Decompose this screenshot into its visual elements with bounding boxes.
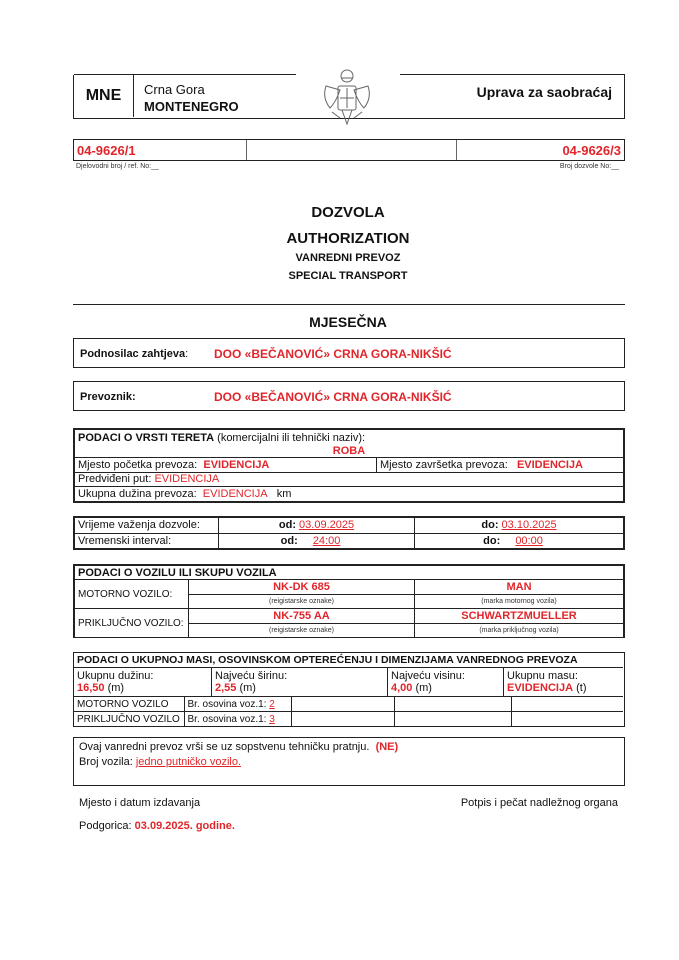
motor-plate-note: (reigistarske oznake)	[188, 594, 415, 609]
interval-to-value: 00:00	[515, 534, 543, 547]
dimensions-heading: PODACI O UKUPNOJ MASI, OSOVINSKOM OPTERE…	[77, 654, 578, 666]
country-local: Crna Gora	[144, 82, 205, 97]
trailer-plate-note: (reigistarske oznake)	[188, 623, 415, 638]
montenegro-coat-of-arms-icon	[324, 69, 370, 126]
title-dozvola: DOZVOLA	[311, 204, 385, 221]
cargo-box: PODACI O VRSTI TERETA (komercijalni ili …	[73, 428, 625, 503]
max-width-value: 2,55	[215, 682, 237, 694]
length-label: Ukupna dužina prevoza:	[78, 488, 197, 501]
max-height-value: 4,00	[391, 682, 413, 694]
ref-blank	[246, 140, 457, 160]
motor-make-note: (marka motornog vozila)	[414, 594, 624, 609]
max-height-label: Najveću visinu:	[391, 670, 465, 682]
applicant-box: Podnosilac zahtjeva: DOO «BEČANOVIĆ» CRN…	[73, 338, 625, 368]
permit-label: Broj dozvole No:__	[559, 163, 619, 170]
escort-box: Ovaj vanredni prevoz vrši se uz sopstven…	[73, 737, 625, 786]
divider	[73, 304, 625, 305]
cargo-heading-note: (komercijalni ili tehnički naziv):	[217, 432, 366, 444]
route-value: EVIDENCIJA	[154, 473, 220, 486]
authority-name: Uprava za saobraćaj	[476, 84, 612, 100]
validity-box: Vrijeme važenja dozvole: od: 03.09.2025 …	[73, 516, 625, 550]
title-authorization: AUTHORIZATION	[286, 230, 410, 247]
signature-label: Potpis i pečat nadležnog organa	[460, 797, 618, 809]
valid-from-label: od:	[278, 519, 296, 532]
total-mass-unit: (t)	[576, 682, 587, 694]
carrier-box: Prevoznik: DOO «BEČANOVIĆ» CRNA GORA-NIK…	[73, 381, 625, 411]
motor-make: MAN	[414, 579, 624, 595]
carrier-label: Prevoznik:	[80, 391, 136, 403]
escort-count-label: Broj vozila:	[79, 756, 133, 768]
end-place-label: Mjesto završetka prevoza:	[380, 458, 508, 471]
cargo-heading: PODACI O VRSTI TERETA	[78, 432, 215, 444]
escort-answer: (NE)	[375, 741, 399, 753]
period-title: MJESEČNA	[309, 314, 387, 330]
country-code: MNE	[74, 75, 134, 117]
total-mass-label: Ukupnu masu:	[507, 670, 578, 682]
escort-text: Ovaj vanredni prevoz vrši se uz sopstven…	[79, 741, 370, 753]
trailer-make-note: (marka priključnog vozila)	[414, 623, 624, 638]
interval-to-label: do:	[483, 534, 501, 547]
valid-to-value: 03.10.2025	[501, 519, 557, 532]
motor-axles-value: 2	[269, 698, 275, 710]
issue-place: Podgorica:	[79, 820, 132, 832]
motor-axles-label: Br. osovina voz.1:	[187, 698, 267, 710]
total-length-label: Ukupnu dužinu:	[77, 670, 154, 682]
vehicle-heading: PODACI O VOZILU ILI SKUPU VOZILA	[74, 565, 624, 580]
route-label: Predviđeni put:	[78, 473, 152, 486]
total-length-value: 16,50	[77, 682, 105, 694]
trailer-axles-value: 3	[269, 713, 275, 725]
axle-motor-label: MOTORNO VOZILO	[74, 697, 185, 712]
max-width-label: Najveću širinu:	[215, 670, 288, 682]
issue-date: 03.09.2025. godine.	[134, 820, 235, 832]
permit-number: 04-9626/3	[562, 142, 621, 158]
motor-plate: NK-DK 685	[188, 579, 415, 595]
length-value: EVIDENCIJA	[202, 488, 268, 501]
title-vanredni-prevoz: VANREDNI PREVOZ	[295, 252, 401, 264]
trailer-axles-label: Br. osovina voz.1:	[187, 713, 267, 725]
max-height-unit: (m)	[415, 682, 432, 694]
motor-vehicle-label: MOTORNO VOZILO:	[74, 579, 189, 609]
valid-from-value: 03.09.2025	[299, 519, 355, 532]
trailer-make: SCHWARTZMUELLER	[414, 608, 624, 624]
interval-from-label: od:	[280, 534, 298, 547]
start-place-value: EVIDENCIJA	[203, 458, 270, 471]
reference-box: 04-9626/1 04-9626/3	[73, 139, 625, 161]
carrier-value: DOO «BEČANOVIĆ» CRNA GORA-NIKŠIĆ	[214, 390, 452, 404]
valid-label: Vrijeme važenja dozvole:	[74, 517, 219, 534]
length-unit: km	[276, 488, 292, 501]
ref-label: Djelovodni broj / ref. No:__	[76, 163, 159, 170]
vehicle-box: PODACI O VOZILU ILI SKUPU VOZILA MOTORNO…	[73, 564, 625, 638]
axle-trailer-label: PRIKLJUČNO VOZILO	[74, 711, 185, 726]
interval-label: Vremenski interval:	[74, 532, 219, 549]
dimensions-box: PODACI O UKUPNOJ MASI, OSOVINSKOM OPTERE…	[73, 652, 625, 727]
applicant-label: Podnosilac zahtjeva	[80, 348, 186, 360]
ref-number: 04-9626/1	[74, 140, 247, 160]
cargo-type: ROBA	[332, 445, 366, 457]
title-special-transport: SPECIAL TRANSPORT	[288, 270, 408, 282]
title-block: DOZVOLA AUTHORIZATION VANREDNI PREVOZ SP…	[0, 204, 679, 284]
trailer-label: PRIKLJUČNO VOZILO:	[74, 608, 189, 638]
max-width-unit: (m)	[239, 682, 256, 694]
place-date-label: Mjesto i datum izdavanja	[79, 797, 201, 809]
interval-from-value: 24:00	[312, 534, 341, 547]
start-place-label: Mjesto početka prevoza:	[78, 458, 198, 471]
applicant-value: DOO «BEČANOVIĆ» CRNA GORA-NIKŠIĆ	[214, 347, 452, 361]
country-en: MONTENEGRO	[144, 99, 239, 114]
applicant-colon: :	[185, 348, 189, 360]
valid-to-label: do:	[481, 519, 499, 532]
total-mass-value: EVIDENCIJA	[507, 682, 574, 694]
escort-count-value: jedno putničko vozilo.	[135, 756, 242, 768]
trailer-plate: NK-755 AA	[188, 608, 415, 624]
end-place-value: EVIDENCIJA	[516, 458, 583, 471]
total-length-unit: (m)	[107, 682, 125, 694]
